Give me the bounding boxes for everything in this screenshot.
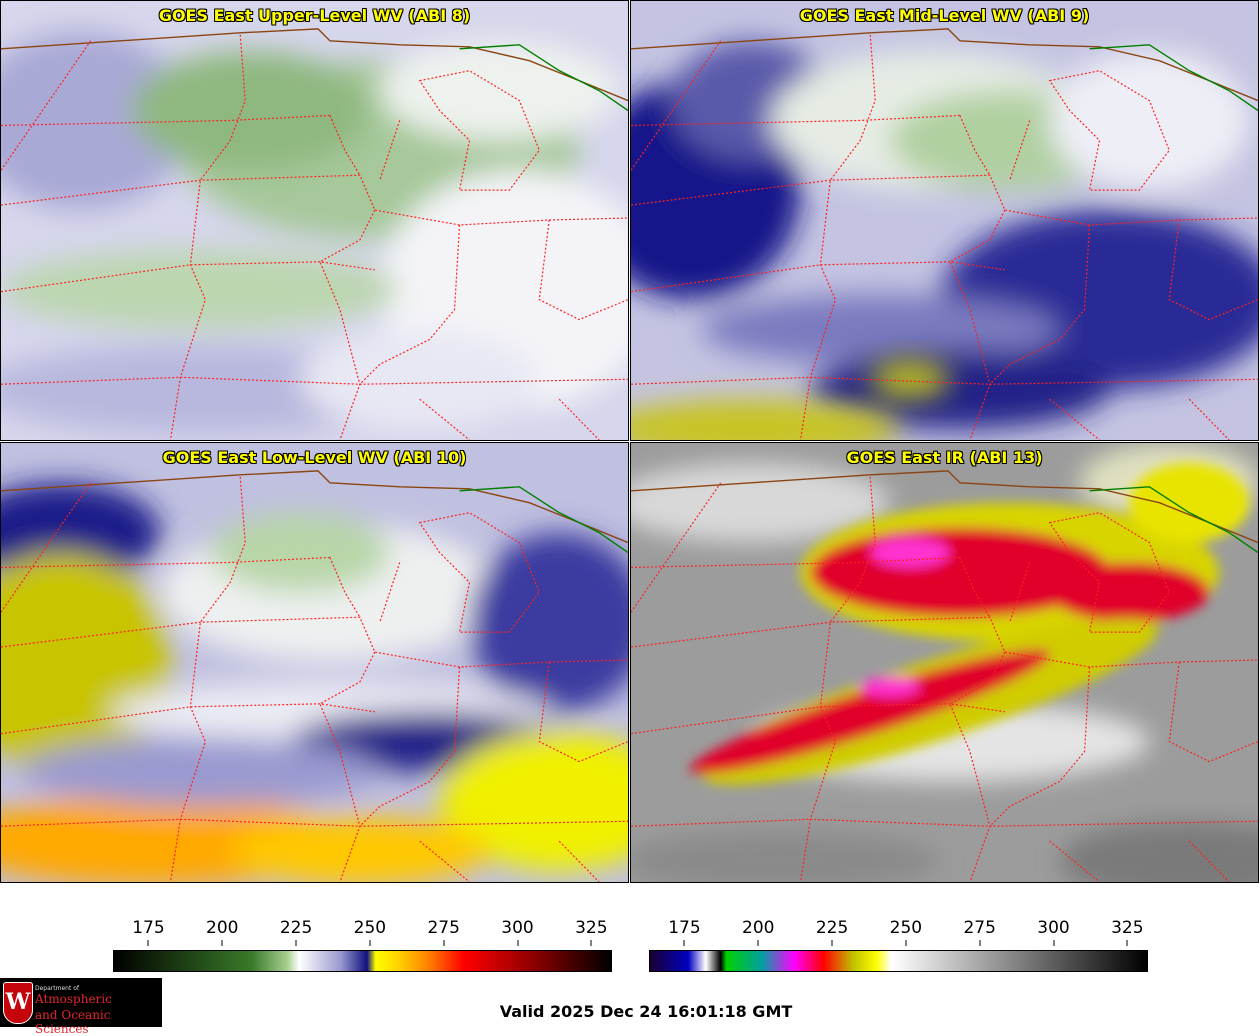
tick-label: 225 bbox=[815, 918, 849, 938]
tick-mark bbox=[443, 940, 445, 946]
tick-label: 300 bbox=[1037, 918, 1070, 938]
panel-low-level-wv: GOES East Low-Level WV (ABI 10) bbox=[0, 442, 629, 883]
tick-label: 200 bbox=[742, 918, 775, 938]
tick-label: 200 bbox=[206, 918, 239, 938]
tick-label: 175 bbox=[132, 918, 165, 938]
tick-mark bbox=[905, 940, 907, 946]
upper-level-wv-imagery bbox=[1, 1, 628, 440]
tick-mark bbox=[683, 940, 685, 946]
tick-mark bbox=[221, 940, 223, 946]
wv-colorbar-ticks: 175 200 225 250 275 300 325 bbox=[113, 918, 612, 946]
tick-label: 300 bbox=[501, 918, 534, 938]
tick-label: 250 bbox=[889, 918, 923, 938]
logo-dept-text: Department of bbox=[35, 985, 79, 992]
valid-time: Valid 2025 Dec 24 16:01:18 GMT bbox=[499, 1002, 793, 1021]
tick-label: 250 bbox=[353, 918, 387, 938]
tick-mark bbox=[979, 940, 981, 946]
ir-colorbar bbox=[649, 950, 1148, 972]
tick-mark bbox=[147, 940, 149, 946]
tick-mark bbox=[757, 940, 759, 946]
wv-colorbar bbox=[113, 950, 612, 972]
panel-title: GOES East IR (ABI 13) bbox=[846, 448, 1043, 467]
mid-level-wv-imagery bbox=[631, 1, 1258, 440]
ir-colorbar-ticks: 175 200 225 250 275 300 325 bbox=[649, 918, 1148, 946]
logo-line1-text: Atmospheric bbox=[35, 992, 112, 1006]
tick-label: 325 bbox=[1111, 918, 1144, 938]
tick-mark bbox=[1126, 940, 1128, 946]
tick-label: 275 bbox=[427, 918, 460, 938]
panel-upper-level-wv: GOES East Upper-Level WV (ABI 8) bbox=[0, 0, 629, 441]
panel-mid-level-wv: GOES East Mid-Level WV (ABI 9) bbox=[630, 0, 1259, 441]
tick-label: 325 bbox=[575, 918, 608, 938]
tick-label: 175 bbox=[668, 918, 701, 938]
tick-mark bbox=[517, 940, 518, 946]
crest-icon: W bbox=[3, 982, 33, 1024]
panel-title: GOES East Low-Level WV (ABI 10) bbox=[162, 448, 467, 467]
aos-logo: W Department of Atmospheric and Oceanic … bbox=[0, 978, 162, 1036]
tick-label: 225 bbox=[279, 918, 313, 938]
panel-title: GOES East Mid-Level WV (ABI 9) bbox=[799, 6, 1090, 25]
panel-title: GOES East Upper-Level WV (ABI 8) bbox=[158, 6, 471, 25]
tick-mark bbox=[369, 940, 371, 946]
panel-ir: GOES East IR (ABI 13) bbox=[630, 442, 1259, 883]
low-level-wv-imagery bbox=[1, 443, 628, 882]
tick-mark bbox=[295, 940, 297, 946]
tick-mark bbox=[1053, 940, 1054, 946]
tick-mark bbox=[831, 940, 833, 946]
tick-mark bbox=[590, 940, 592, 946]
tick-label: 275 bbox=[963, 918, 996, 938]
ir-imagery bbox=[631, 443, 1258, 882]
